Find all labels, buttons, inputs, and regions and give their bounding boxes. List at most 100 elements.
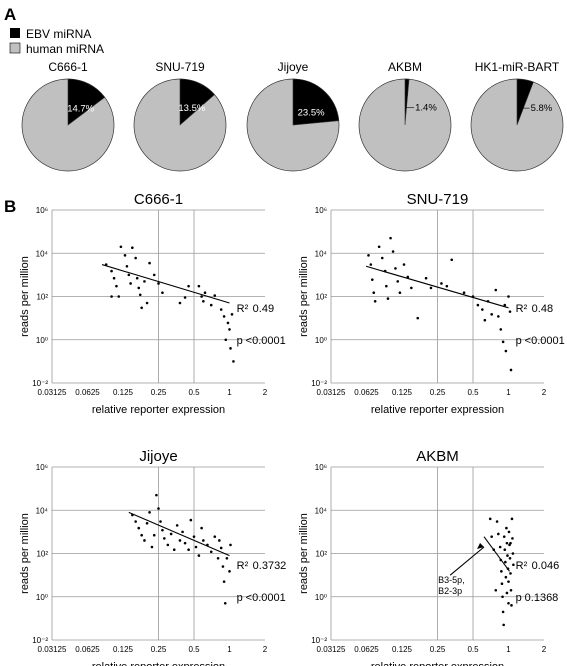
pie-title: SNU-719 [155, 60, 205, 74]
scatter-plot-0: C666-1 10⁻² 10⁰ 10² 10⁴ 10⁶ 0.03125 0.0625 0.125… [19, 191, 286, 416]
data-point [498, 545, 502, 549]
data-point [508, 310, 512, 313]
data-point [157, 507, 160, 510]
fit-line [101, 264, 230, 304]
data-point [424, 276, 428, 280]
data-point [386, 297, 390, 300]
r2-value: 0.046 [532, 560, 560, 572]
y-tick-label: 10⁴ [36, 249, 49, 258]
data-point [501, 340, 505, 344]
pie-value-label: 14.7% [67, 104, 94, 115]
data-point [157, 282, 160, 285]
data-point [200, 295, 203, 298]
x-tick-label: 2 [263, 645, 268, 654]
x-tick-label: 0.0625 [75, 645, 100, 654]
y-tick-label: 10² [36, 550, 48, 559]
data-point [202, 299, 205, 303]
y-tick-label: 10⁴ [315, 249, 328, 258]
y-tick-label: 10² [315, 550, 327, 559]
data-point [129, 282, 132, 285]
data-point [145, 301, 149, 305]
pie-value-label: 1.4% [415, 103, 437, 114]
data-point [497, 315, 500, 318]
data-point [507, 601, 510, 605]
data-point [148, 511, 151, 514]
data-point [152, 273, 156, 277]
x-axis-label: relative reporter expression [92, 661, 225, 666]
data-point [440, 282, 443, 285]
fit-line [128, 511, 230, 557]
x-tick-label: 0.03125 [38, 388, 67, 397]
data-point [143, 539, 146, 542]
data-point [490, 313, 493, 316]
data-point [119, 245, 123, 249]
y-axis-label: reads per million [298, 256, 310, 337]
data-point [410, 286, 413, 290]
data-point [150, 545, 154, 549]
data-point [503, 303, 507, 307]
x-tick-label: 0.125 [392, 388, 413, 397]
x-tick-label: 1 [227, 645, 232, 654]
data-point [229, 347, 232, 350]
data-point [197, 284, 201, 288]
pie-chart-2: Jijoye 23.5% [246, 60, 340, 172]
pie-title: Jijoye [278, 60, 309, 74]
data-point [187, 284, 190, 288]
data-point [117, 295, 121, 298]
data-point [216, 556, 220, 560]
x-tick-label: 0.0625 [75, 388, 100, 397]
data-point [488, 517, 492, 521]
data-point [181, 530, 184, 534]
data-point [509, 368, 513, 372]
data-point [497, 532, 500, 536]
p-value: <0.0001 [525, 335, 565, 347]
data-point [476, 303, 480, 307]
scatter-title: C666-1 [134, 191, 183, 208]
data-point [203, 291, 207, 294]
data-point [213, 294, 217, 297]
p-label: p [237, 592, 243, 604]
y-tick-label: 10⁻² [32, 636, 48, 645]
r2-label: R² [516, 303, 528, 315]
data-point [504, 560, 507, 564]
data-point [509, 588, 513, 592]
x-tick-label: 0.25 [430, 388, 446, 397]
r2-value: 0.49 [253, 303, 274, 315]
data-point [369, 263, 373, 266]
y-tick-label: 10⁰ [36, 593, 48, 602]
data-point [134, 256, 137, 260]
x-tick-label: 0.0625 [354, 645, 379, 654]
pie-value-label: 5.8% [531, 103, 553, 114]
r2-label: R² [237, 303, 249, 315]
scatter-plot-1: SNU-719 10⁻² 10⁰ 10² 10⁴ 10⁶ 0.03125 0.0625 0.12… [298, 191, 565, 416]
x-tick-label: 2 [542, 388, 547, 397]
data-point [429, 286, 433, 290]
y-tick-label: 10⁻² [311, 636, 327, 645]
data-point [229, 543, 232, 547]
x-tick-label: 0.25 [151, 388, 167, 397]
p-label: p [516, 592, 522, 604]
data-point [222, 315, 226, 318]
data-point [137, 286, 141, 290]
data-point [391, 250, 395, 253]
y-tick-label: 10⁴ [315, 506, 328, 515]
data-point [127, 273, 131, 277]
legend-swatch-ebv [10, 28, 20, 38]
data-point [213, 535, 217, 538]
data-point [398, 291, 402, 294]
data-point [507, 580, 510, 583]
data-point [155, 493, 158, 497]
data-point [501, 595, 504, 599]
data-point [502, 535, 506, 538]
data-point [187, 548, 190, 551]
x-tick-label: 1 [506, 388, 511, 397]
r2-label: R² [237, 560, 249, 572]
data-point [505, 526, 508, 530]
data-point [450, 258, 454, 262]
x-tick-label: 0.03125 [317, 645, 346, 654]
data-point [507, 530, 511, 534]
data-point [505, 541, 509, 545]
data-point [512, 563, 515, 567]
data-point [230, 313, 234, 316]
x-tick-label: 0.25 [151, 645, 167, 654]
